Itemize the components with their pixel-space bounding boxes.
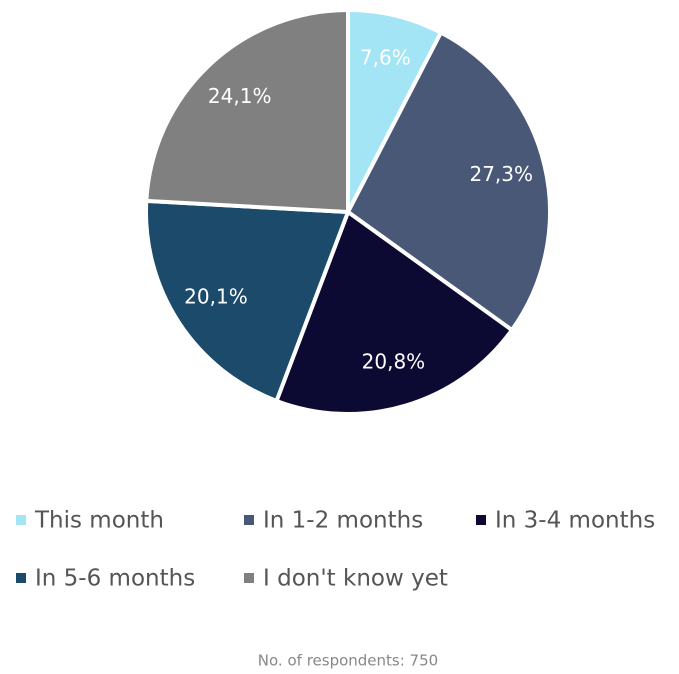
- legend-label: In 5-6 months: [35, 566, 195, 592]
- legend-label: This month: [34, 508, 164, 534]
- note: No. of respondents: 750: [258, 652, 438, 670]
- legend-label: I don't know yet: [263, 566, 448, 592]
- slice-label: 27,3%: [469, 162, 533, 186]
- legend-label: In 3-4 months: [495, 508, 655, 534]
- legend-swatch: [16, 515, 26, 525]
- legend-swatch: [244, 515, 254, 525]
- legend-label: In 1-2 months: [263, 508, 423, 534]
- legend-swatch: [16, 573, 26, 583]
- slice: [144, 8, 350, 214]
- slice-label: 24,1%: [208, 84, 272, 108]
- legend-swatch: [244, 573, 254, 583]
- slice: [144, 198, 350, 403]
- slice-label: 20,8%: [362, 349, 426, 373]
- slice: [346, 30, 552, 333]
- slice: [274, 210, 514, 416]
- slice-label: 7,6%: [360, 45, 411, 69]
- legend-swatch: [476, 515, 486, 525]
- slice-label: 20,1%: [184, 284, 248, 308]
